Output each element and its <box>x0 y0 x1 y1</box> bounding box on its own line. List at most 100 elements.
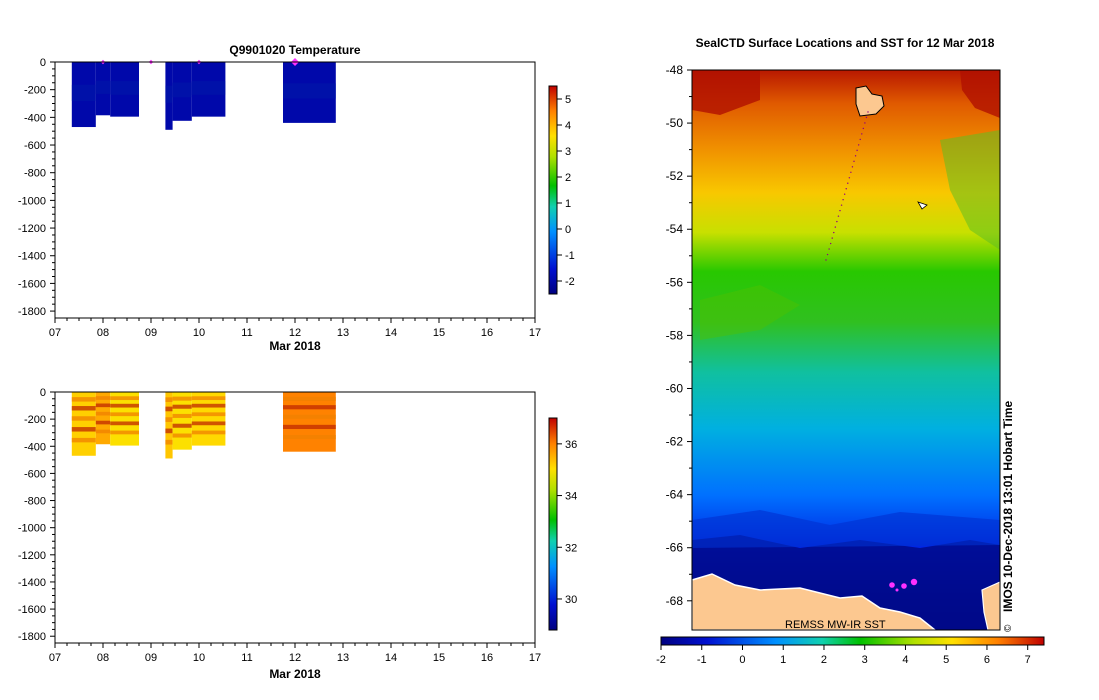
map-ytick-label-7: -62 <box>666 435 684 449</box>
top-colorbar-ticks: -2 -1 0 1 2 3 4 5 <box>557 94 575 288</box>
bottom-cbar-label-3: 36 <box>565 439 577 451</box>
bottom-xtick-label-2: 09 <box>145 652 157 664</box>
top-xtick-label-7: 14 <box>385 327 397 339</box>
bottom-xtick-label-1: 08 <box>97 652 109 664</box>
bottom-profile-3-band-3 <box>110 412 139 417</box>
bottom-xtick-label-0: 07 <box>49 652 61 664</box>
warm-eddy <box>692 70 760 115</box>
top-y-axis: 0 -200 -400 -600 -800 -1000 -1200 -1400 -1600 -18… <box>18 57 55 318</box>
top-ytick-label-1: -200 <box>24 85 46 97</box>
sst-cbar-label-8: 6 <box>984 654 990 666</box>
bottom-xtick-label-10: 17 <box>529 652 541 664</box>
bottom-cbar-label-2: 34 <box>565 491 577 503</box>
map-ytick-label-2: -52 <box>666 169 684 183</box>
track-point-8 <box>854 155 857 157</box>
bottom-profile-4 <box>165 392 173 459</box>
track-point-19 <box>837 215 840 217</box>
map-ytick-label-1: -50 <box>666 116 684 130</box>
green-tongue <box>700 285 800 340</box>
bottom-profile-5-band-1 <box>172 396 192 401</box>
bottom-profile-4-band-5 <box>165 439 173 445</box>
bottom-cbar-label-0: 30 <box>565 594 577 606</box>
bottom-profiles <box>71 392 336 459</box>
bottom-profile-4-band-2 <box>165 406 173 412</box>
bottom-colorbar <box>548 417 558 631</box>
map-ytick-label-6: -60 <box>666 381 684 395</box>
bottom-profile-5-band-5 <box>172 433 192 438</box>
cool-water-band <box>692 510 1000 548</box>
sst-cbar-label-9: 7 <box>1025 654 1031 666</box>
top-chart-title: Q9901020 Temperature <box>229 43 361 57</box>
track-point-5 <box>859 138 861 141</box>
map-ytick-label-0: -48 <box>666 63 684 77</box>
temperature-section-chart: Q9901020 Temperature 0 -200 -400 -600 -800 -1… <box>18 43 575 353</box>
top-ytick-label-7: -1400 <box>18 251 46 263</box>
seal-location-4 <box>895 588 899 592</box>
bottom-profile-3-band-4 <box>110 421 139 426</box>
cool-intrusion <box>940 130 1000 250</box>
top-profile-4-shade <box>165 85 173 103</box>
top-x-axis-label: Mar 2018 <box>269 339 321 353</box>
bottom-xtick-label-6: 13 <box>337 652 349 664</box>
bottom-y-axis: 0 -200 -400 -600 -800 -1000 -1200 -1400 -1600 -18… <box>18 387 55 643</box>
bottom-ytick-label-6: -1200 <box>18 550 46 562</box>
map-latitude-axis: -48 -50 -52 -54 -56 -58 -60 -62 -64 -66 -68 <box>666 63 692 608</box>
bottom-ytick-label-4: -800 <box>24 496 46 508</box>
track-point-10 <box>851 166 854 168</box>
bottom-profile-6-band-2 <box>191 403 226 408</box>
sst-cbar-label-4: 2 <box>821 654 827 666</box>
bottom-profile-2-band-1 <box>95 396 111 400</box>
top-profile-2-shade <box>95 80 111 94</box>
top-ytick-label-8: -1600 <box>18 278 46 290</box>
top-profile-7-shade <box>283 83 336 99</box>
top-xtick-label-6: 13 <box>337 327 349 339</box>
bottom-profile-3-band-2 <box>110 403 139 408</box>
track-point-0 <box>867 111 869 113</box>
map-ytick-label-9: -66 <box>666 541 684 555</box>
track-point-25 <box>828 248 830 250</box>
track-point-2 <box>864 122 866 124</box>
track-point-27 <box>825 259 827 261</box>
top-ytick-label-3: -600 <box>24 140 46 152</box>
bottom-profile-3 <box>110 392 139 446</box>
sst-cbar-label-7: 5 <box>943 654 949 666</box>
warm-eddy-east <box>960 70 1000 118</box>
bottom-profile-5-band-4 <box>172 423 192 428</box>
map-ytick-label-8: -64 <box>666 488 684 502</box>
bottom-ytick-label-5: -1000 <box>18 523 46 535</box>
bottom-profile-2-band-3 <box>95 411 111 416</box>
track-point-24 <box>829 242 832 245</box>
sst-cbar-label-3: 1 <box>780 654 786 666</box>
top-xtick-label-1: 08 <box>97 327 109 339</box>
top-xtick-label-3: 10 <box>193 327 205 339</box>
map-frame <box>691 69 1001 631</box>
track-point-17 <box>840 204 843 206</box>
bottom-profile-3-band-5 <box>110 430 139 435</box>
island-heard <box>917 201 928 210</box>
map-copyright: © <box>1003 624 1014 632</box>
sst-cbar-label-5: 3 <box>862 654 868 666</box>
bottom-profile-4-band-3 <box>165 417 173 422</box>
bottom-profile-7 <box>283 392 336 452</box>
top-profile-5-shade <box>172 82 192 98</box>
bottom-profile-6-band-1 <box>191 396 226 401</box>
top-cbar-label-7: 5 <box>565 94 571 106</box>
island-kerguelen <box>855 85 885 117</box>
bottom-profile-7-band-1 <box>283 396 336 401</box>
bottom-ytick-label-1: -200 <box>24 414 46 426</box>
bottom-profile-2-band-4 <box>95 420 111 425</box>
track-point-16 <box>842 199 844 201</box>
track-point-18 <box>839 209 841 212</box>
top-cbar-label-0: -2 <box>565 276 575 288</box>
bottom-colorbar-ticks: 30 32 34 36 <box>557 439 577 606</box>
sst-colorbar-ticks: -2-10123456760657075 <box>656 645 1031 666</box>
top-ytick-label-0: 0 <box>40 57 46 69</box>
top-ytick-label-2: -400 <box>24 112 46 124</box>
map-title: SealCTD Surface Locations and SST for 12… <box>696 36 995 50</box>
top-cbar-label-4: 2 <box>565 172 571 184</box>
salinity-section-chart: 0 -200 -400 -600 -800 -1000 -1200 -1400 -1600 -18… <box>18 387 577 681</box>
track-point-23 <box>831 237 833 239</box>
map-side-label: IMOS 10-Dec-2018 13:01 Hobart Time <box>1001 400 1015 612</box>
sst-colorbar <box>660 636 1045 646</box>
